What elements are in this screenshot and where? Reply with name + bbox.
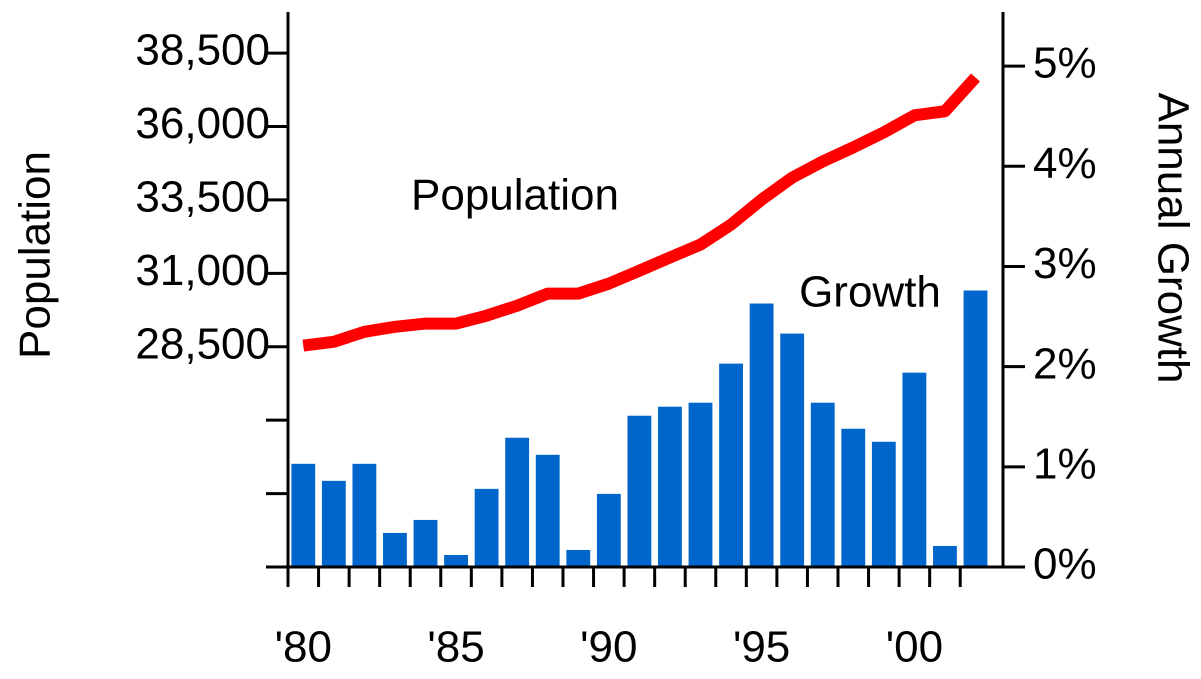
bar	[383, 532, 407, 567]
y-tick-label: 31,000	[135, 246, 270, 295]
y-tick-label: 36,000	[135, 99, 270, 148]
y-tick-label: 38,500	[135, 26, 270, 75]
x-tick-label: '85	[427, 623, 484, 672]
bar	[474, 488, 499, 567]
bar	[963, 290, 988, 567]
x-tick-label: '00	[886, 623, 943, 672]
bar	[719, 363, 743, 567]
y2-axis-label: Annual Growth	[1148, 92, 1197, 383]
bar	[291, 463, 316, 567]
x-tick-label: '90	[580, 623, 637, 672]
x-tick-label: '80	[275, 623, 332, 672]
bar	[596, 493, 621, 567]
y-tick-label: 33,500	[135, 173, 270, 222]
bar	[352, 463, 377, 567]
population-line	[302, 73, 980, 352]
bar	[566, 549, 591, 567]
x-tick-label: '95	[733, 623, 790, 672]
y2-tick-label: 2%	[1033, 339, 1097, 388]
y2-tick-label: 1%	[1033, 439, 1097, 488]
bar	[780, 333, 805, 567]
bar	[749, 303, 774, 567]
annotation: Population	[411, 171, 619, 220]
bar	[841, 428, 866, 567]
bar	[688, 402, 713, 567]
bar	[933, 545, 957, 567]
bar	[413, 519, 438, 567]
bar	[658, 406, 682, 567]
y2-tick-label: 0%	[1033, 540, 1097, 589]
bar	[535, 454, 560, 567]
bar	[627, 415, 652, 567]
y2-tick-label: 5%	[1033, 39, 1097, 88]
y2-tick-label: 4%	[1033, 139, 1097, 188]
annotation: Growth	[799, 268, 941, 317]
bar	[321, 480, 346, 567]
bar	[810, 402, 835, 567]
bar	[505, 437, 530, 567]
y2-tick-label: 3%	[1033, 239, 1097, 288]
bar	[444, 554, 468, 567]
y-tick-label: 28,500	[135, 319, 270, 368]
bar	[902, 372, 927, 567]
bar	[871, 441, 896, 567]
y-axis-label: Population	[11, 151, 60, 359]
